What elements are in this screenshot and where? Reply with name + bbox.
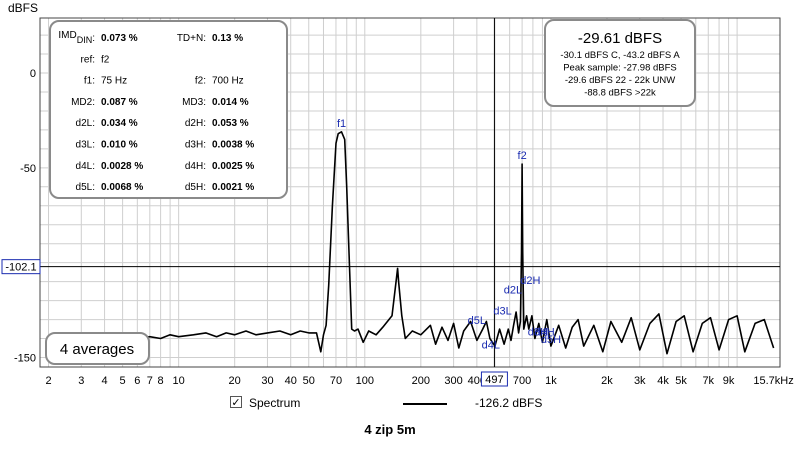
imd-row-value: 0.034 %: [101, 118, 138, 129]
level-detail-line: Peak sample: -27.98 dBFS: [563, 63, 677, 74]
imd-row-value-2: 700 Hz: [212, 76, 244, 87]
imd-row-value-2: 0.13 %: [212, 33, 243, 44]
imd-row-label-2: TD+N:: [177, 33, 206, 44]
cursor-x-readout-box: [480, 371, 508, 387]
marker-label-d4H: d4H: [535, 326, 555, 338]
x-tick-label: 200: [412, 375, 430, 387]
imd-row-value: 0.010 %: [101, 140, 138, 151]
marker-label-d2H: d2H: [520, 275, 540, 287]
level-readout-box: [544, 19, 696, 107]
x-tick-label: 20: [229, 375, 241, 387]
x-tick-label: 100: [356, 375, 374, 387]
averages-label: 4 averages: [60, 341, 134, 358]
x-tick-label: 8: [158, 375, 164, 387]
imd-row-label: d3L:: [76, 140, 95, 151]
imd-row-value: 0.0068 %: [101, 182, 143, 193]
x-tick-label: 10: [173, 375, 185, 387]
imd-row-label-2: d4H:: [185, 161, 206, 172]
imd-row-label: f1:: [84, 76, 95, 87]
cursor-x-readout: 497: [485, 374, 503, 386]
x-tick-label: 300: [444, 375, 462, 387]
spectrum-checkbox[interactable]: ✓: [230, 396, 242, 409]
x-tick-label: 6: [134, 375, 140, 387]
imd-row-value: 0.0028 %: [101, 161, 143, 172]
x-tick-label: 5k: [675, 375, 687, 387]
level-headline: -29.61 dBFS: [578, 30, 662, 47]
spectrum-legend-label: Spectrum: [249, 396, 301, 410]
imd-row-value-2: 0.053 %: [212, 118, 249, 129]
imd-row-label: d2L:: [76, 118, 95, 129]
x-tick-label: 7: [147, 375, 153, 387]
imd-row-value: f2: [101, 54, 110, 65]
imd-row-label-2: f2:: [195, 76, 206, 87]
imd-row-label-2: d5H:: [185, 182, 206, 193]
x-tick-label: 2: [45, 375, 51, 387]
imd-row-label: MD2:: [71, 97, 95, 108]
imd-row-label: IMDDIN:: [58, 30, 95, 45]
x-tick-label: 70: [330, 375, 342, 387]
imd-row-label: ref:: [81, 54, 95, 65]
imd-row-value: 0.073 %: [101, 33, 138, 44]
y-axis-label: dBFS: [8, 1, 38, 15]
marker-label-d3H: d3H: [528, 326, 548, 338]
cursor-y-readout: -102.1: [5, 262, 36, 274]
plot-frame: [39, 17, 781, 368]
spectrum-legend-value: -126.2 dBFS: [475, 396, 543, 410]
imd-row-value: 75 Hz: [101, 76, 127, 87]
x-tick-label: 4k: [657, 375, 669, 387]
imd-row-label-2: d2H:: [185, 118, 206, 129]
marker-label-d5H: d5H: [541, 334, 561, 346]
marker-label-d3L: d3L: [493, 306, 511, 318]
x-tick-label: 50: [303, 375, 315, 387]
x-tick-label: 15.7kHz: [753, 375, 793, 387]
y-tick-label: -50: [20, 163, 36, 175]
imd-row-value-2: 0.014 %: [212, 97, 249, 108]
x-tick-label: 1k: [545, 375, 557, 387]
averages-box: [45, 332, 150, 365]
imd-row-value-2: 0.0038 %: [212, 140, 254, 151]
imd-row-value-2: 0.0021 %: [212, 182, 254, 193]
level-detail-line: -30.1 dBFS C, -43.2 dBFS A: [560, 50, 680, 61]
marker-label-d5L: d5L: [468, 315, 486, 327]
spectrum-legend-swatch: [403, 403, 447, 405]
x-tick-label: 30: [261, 375, 273, 387]
x-tick-label: 700: [513, 375, 531, 387]
level-detail-line: -88.8 dBFS >22k: [584, 88, 656, 99]
imd-row-label: d4L:: [76, 161, 95, 172]
cursor-y-readout-box: [1, 259, 41, 275]
marker-label-f2: f2: [518, 150, 527, 162]
imd-row-label: d5L:: [76, 182, 95, 193]
imd-row-label-2: MD3:: [182, 97, 206, 108]
imd-row-value-2: 0.0025 %: [212, 161, 254, 172]
x-tick-label: 3: [78, 375, 84, 387]
level-detail-line: -29.6 dBFS 22 - 22k UNW: [565, 75, 675, 86]
y-tick-label: -150: [14, 353, 36, 365]
imd-results-box: [49, 20, 288, 199]
x-tick-label: 9k: [723, 375, 735, 387]
x-tick-label: 40: [285, 375, 297, 387]
marker-label-d2L: d2L: [504, 285, 522, 297]
chart-title: 4 zip 5m: [364, 422, 416, 437]
x-tick-label: 4: [101, 375, 107, 387]
legend: ✓ Spectrum -126.2 dBFS: [230, 395, 790, 415]
marker-label-d4L: d4L: [482, 340, 500, 352]
marker-label-f1: f1: [337, 118, 346, 130]
spectrum-trace: [48, 131, 775, 355]
y-tick-label: 0: [30, 68, 36, 80]
imd-row-value: 0.087 %: [101, 97, 138, 108]
imd-row-label-2: d3H:: [185, 140, 206, 151]
spectrum-chart: dBFS 0 -50 -150 2 3 4 5 6 7 8 10 20 30 40 50 70 100 200 300…: [1, 1, 794, 387]
x-tick-label: 2k: [601, 375, 613, 387]
x-tick-label: 7k: [702, 375, 714, 387]
x-tick-label: 3k: [634, 375, 646, 387]
x-tick-label: 5: [120, 375, 126, 387]
